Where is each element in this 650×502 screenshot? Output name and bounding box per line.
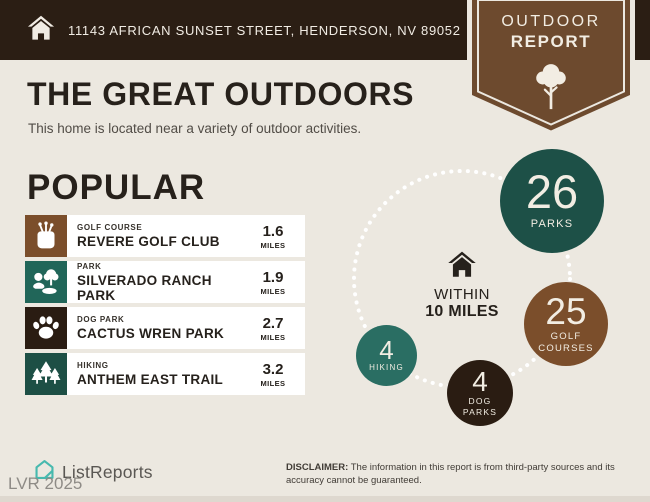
- home-icon-center: [447, 251, 477, 282]
- parks-count: 26: [525, 164, 579, 218]
- hiking-label: HIKING: [369, 363, 404, 373]
- item-name: REVERE GOLF CLUB: [77, 234, 220, 249]
- bubble-golf-courses: 25 GOLF COURSES: [524, 282, 608, 366]
- popular-heading: POPULAR: [27, 168, 206, 207]
- property-address: 11143 AFRICAN SUNSET STREET, HENDERSON, …: [68, 22, 461, 38]
- bottom-edge-strip: [0, 496, 650, 502]
- item-name: CACTUS WREN PARK: [77, 326, 225, 341]
- list-item-hiking: HIKING ANTHEM EAST TRAIL 3.2 MILES: [25, 353, 305, 395]
- listreports-logo: ListReports: [33, 458, 153, 486]
- pine-trees-icon: [25, 353, 67, 395]
- page-title: THE GREAT OUTDOORS: [27, 76, 415, 112]
- item-distance-unit: MILES: [260, 332, 286, 342]
- item-category: HIKING: [77, 361, 109, 370]
- bubble-dog-parks: 4 DOG PARKS: [447, 360, 513, 426]
- listreports-house-icon: [33, 458, 56, 486]
- parks-label: PARKS: [530, 218, 574, 231]
- golf-courses-count: 25: [545, 290, 587, 332]
- item-name: ANTHEM EAST TRAIL: [77, 372, 224, 387]
- item-distance: 2.7: [262, 314, 284, 332]
- within-label: WITHIN: [434, 286, 490, 303]
- tree-icon: [467, 62, 635, 119]
- bubble-hiking: 4 HIKING: [356, 325, 417, 386]
- page-subtitle: This home is located near a variety of o…: [28, 121, 362, 136]
- home-icon: [27, 15, 55, 46]
- list-item-park: PARK SILVERADO RANCH PARK 1.9 MILES: [25, 261, 305, 303]
- item-distance-unit: MILES: [260, 240, 286, 250]
- within-miles-label: 10 MILES: [425, 303, 499, 320]
- disclaimer: DISCLAIMER: The information in this repo…: [286, 461, 638, 488]
- item-distance: 1.6: [262, 222, 284, 240]
- bubble-parks: 26 PARKS: [500, 149, 604, 253]
- paw-icon: [25, 307, 67, 349]
- golf-bag-icon: [25, 215, 67, 257]
- list-item-dog-park: DOG PARK CACTUS WREN PARK 2.7 MILES: [25, 307, 305, 349]
- badge-title-line2: REPORT: [510, 32, 592, 51]
- item-distance-unit: MILES: [260, 286, 286, 296]
- item-distance: 3.2: [262, 360, 284, 378]
- item-category: GOLF COURSE: [77, 223, 143, 232]
- dog-parks-label: DOG PARKS: [462, 396, 498, 417]
- item-distance: 1.9: [262, 268, 284, 286]
- brand-name: ListReports: [62, 461, 153, 482]
- list-item-golf-course: GOLF COURSE REVERE GOLF CLUB 1.6 MILES: [25, 215, 305, 257]
- item-category: DOG PARK: [77, 315, 125, 324]
- hiking-count: 4: [379, 334, 394, 365]
- park-icon: [25, 261, 67, 303]
- item-distance-unit: MILES: [260, 378, 286, 388]
- dog-parks-count: 4: [472, 365, 488, 397]
- golf-courses-label: GOLF COURSES: [538, 330, 594, 354]
- item-name: SILVERADO RANCH PARK: [77, 272, 212, 303]
- disclaimer-label: DISCLAIMER:: [286, 462, 349, 473]
- radius-center: WITHIN 10 MILES: [402, 251, 522, 321]
- disclaimer-text: The information in this report is from t…: [286, 462, 615, 487]
- outdoor-report-badge: OUTDOOR REPORT: [467, 0, 635, 140]
- watermark: LVR 2025: [8, 474, 83, 493]
- item-category: PARK: [77, 261, 102, 271]
- popular-list: GOLF COURSE REVERE GOLF CLUB 1.6 MILES: [25, 215, 305, 395]
- badge-title-line1: OUTDOOR: [501, 13, 601, 30]
